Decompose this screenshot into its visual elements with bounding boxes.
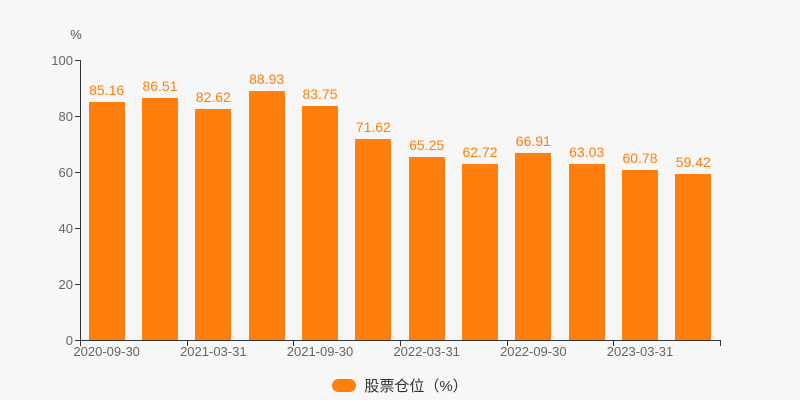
y-axis-tick-label: 20 [58,276,73,292]
x-axis-tick-label: 2022-03-31 [393,344,460,359]
y-axis-tick-label: 60 [58,164,73,180]
y-axis-tick [75,172,80,173]
x-axis-line [80,340,721,341]
y-axis-tick [75,340,80,341]
y-axis-tick-label: 100 [51,52,73,68]
bar-value-label: 71.62 [355,119,391,136]
y-axis-tick [75,116,80,117]
bar-value-label: 85.16 [89,81,125,98]
bar-2021-03-31[interactable] [195,108,232,340]
bar-value-label: 66.91 [515,132,551,149]
bar-value-label: 88.93 [249,70,285,87]
x-axis-tick-label: 2020-09-30 [73,344,140,359]
x-axis-tick-label: 2021-09-30 [286,344,354,359]
bar-value-label: 59.42 [675,153,711,170]
bar-value-label: 86.51 [142,77,178,94]
bar-period-2[interactable] [142,97,178,340]
x-axis-tick [400,341,401,346]
bar-value-label: 63.03 [569,143,605,160]
y-axis-line [80,60,81,341]
y-axis-unit-label: % [70,27,82,42]
legend: 股票仓位（%） [0,375,800,396]
bar-value-label: 60.78 [622,149,658,166]
x-axis-tick [186,341,188,346]
bar-period-4[interactable] [248,90,285,340]
bar-value-label: 83.75 [302,85,338,102]
bar-2020-09-30[interactable] [88,101,125,340]
bar-2023-03-31[interactable] [622,169,658,340]
x-axis-tick [293,341,295,346]
x-axis-tick-label: 2022-09-30 [500,344,567,359]
x-axis-tick [80,341,81,346]
x-axis-tick [506,341,508,346]
bar-value-label: 82.62 [195,88,231,105]
y-axis-tick-label: 80 [58,108,73,124]
bar-period-12[interactable] [675,173,712,340]
y-axis-tick-label: 40 [58,220,73,236]
bar-period-10[interactable] [568,163,605,340]
x-axis-tick [720,341,721,346]
y-axis-tick-label: 0 [65,332,73,348]
x-axis-tick [613,341,615,346]
bar-2021-09-30[interactable] [302,105,338,340]
y-axis-tick [75,284,80,285]
y-axis-tick [75,60,80,61]
bar-period-6[interactable] [355,139,392,340]
bar-value-label: 65.25 [409,137,445,154]
x-axis-tick-label: 2023-03-31 [606,344,674,359]
bar-value-label: 62.72 [462,144,498,161]
legend-item-stock-position[interactable]: 股票仓位（%） [332,375,468,396]
bar-2022-09-30[interactable] [515,152,552,340]
x-axis-tick-label: 2021-03-31 [180,344,247,359]
legend-marker-icon [332,379,357,392]
bar-2022-03-31[interactable] [408,157,445,340]
y-axis-tick [75,228,80,229]
legend-item-label: 股票仓位（%） [364,378,468,395]
bar-period-8[interactable] [462,164,498,340]
